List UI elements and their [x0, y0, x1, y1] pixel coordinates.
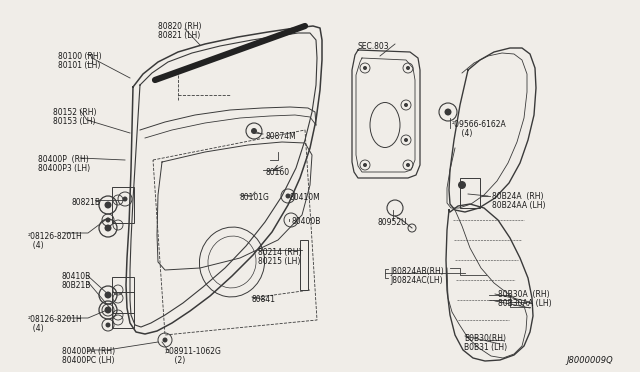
Text: 80410B: 80410B: [62, 272, 92, 281]
Circle shape: [104, 292, 111, 298]
Circle shape: [104, 307, 111, 314]
Text: 80821 (LH): 80821 (LH): [158, 31, 200, 40]
Bar: [112, 187, 134, 223]
Circle shape: [363, 163, 367, 167]
Circle shape: [458, 181, 466, 189]
Text: (4): (4): [28, 241, 44, 250]
Text: 80400PC (LH): 80400PC (LH): [62, 356, 115, 365]
Text: 80874M: 80874M: [265, 132, 296, 141]
Text: 80B24AA (LH): 80B24AA (LH): [492, 201, 545, 210]
Text: 80215 (LH): 80215 (LH): [258, 257, 300, 266]
Circle shape: [104, 202, 111, 208]
Circle shape: [404, 103, 408, 107]
Text: 80101 (LH): 80101 (LH): [58, 61, 100, 70]
Text: 80100 (RH): 80100 (RH): [58, 52, 102, 61]
Bar: [300, 240, 308, 290]
Circle shape: [406, 163, 410, 167]
Text: 80400B: 80400B: [291, 217, 321, 226]
Text: (4): (4): [28, 324, 44, 333]
Text: 80B30A  (RH): 80B30A (RH): [498, 290, 550, 299]
Circle shape: [106, 323, 111, 327]
Text: 80821B: 80821B: [72, 198, 101, 207]
Circle shape: [122, 196, 127, 202]
Text: 80B30AA (LH): 80B30AA (LH): [498, 299, 552, 308]
Text: (4): (4): [452, 129, 472, 138]
Text: ²09566-6162A: ²09566-6162A: [452, 120, 507, 129]
Text: 80153 (LH): 80153 (LH): [53, 117, 95, 126]
Text: 80952U: 80952U: [378, 218, 408, 227]
Text: ²08126-8201H: ²08126-8201H: [28, 315, 83, 324]
Circle shape: [251, 128, 257, 134]
Circle shape: [406, 66, 410, 70]
Text: 80400P3 (LH): 80400P3 (LH): [38, 164, 90, 173]
Circle shape: [106, 308, 111, 312]
Text: J80824AC(LH): J80824AC(LH): [390, 276, 443, 285]
Text: 80101G: 80101G: [240, 193, 270, 202]
Text: J8000009Q: J8000009Q: [566, 356, 612, 365]
Bar: [112, 277, 134, 313]
Text: B0B30(RH): B0B30(RH): [464, 334, 506, 343]
Circle shape: [106, 218, 111, 222]
Text: 80152 (RH): 80152 (RH): [53, 108, 97, 117]
Text: (2): (2): [165, 356, 185, 365]
Text: SEC.803: SEC.803: [358, 42, 390, 51]
Circle shape: [104, 224, 111, 231]
Circle shape: [285, 193, 291, 199]
Text: 80B24A  (RH): 80B24A (RH): [492, 192, 543, 201]
Bar: [460, 178, 480, 208]
Bar: [112, 292, 134, 328]
Circle shape: [445, 109, 451, 115]
Text: ²08126-8201H: ²08126-8201H: [28, 232, 83, 241]
Text: 80410M: 80410M: [290, 193, 321, 202]
Text: B0B31 (LH): B0B31 (LH): [464, 343, 507, 352]
Text: ¤08911-1062G: ¤08911-1062G: [165, 347, 222, 356]
Text: 80820 (RH): 80820 (RH): [158, 22, 202, 31]
Text: 80160: 80160: [265, 168, 289, 177]
Text: J80824AB(RH): J80824AB(RH): [390, 267, 444, 276]
Circle shape: [404, 138, 408, 142]
Text: 80B21B: 80B21B: [62, 281, 92, 290]
Text: 80400PA (RH): 80400PA (RH): [62, 347, 115, 356]
Text: 80841: 80841: [252, 295, 276, 304]
Circle shape: [163, 337, 168, 343]
Text: 80400P  (RH): 80400P (RH): [38, 155, 89, 164]
Text: 80214 (RH): 80214 (RH): [258, 248, 301, 257]
Circle shape: [363, 66, 367, 70]
